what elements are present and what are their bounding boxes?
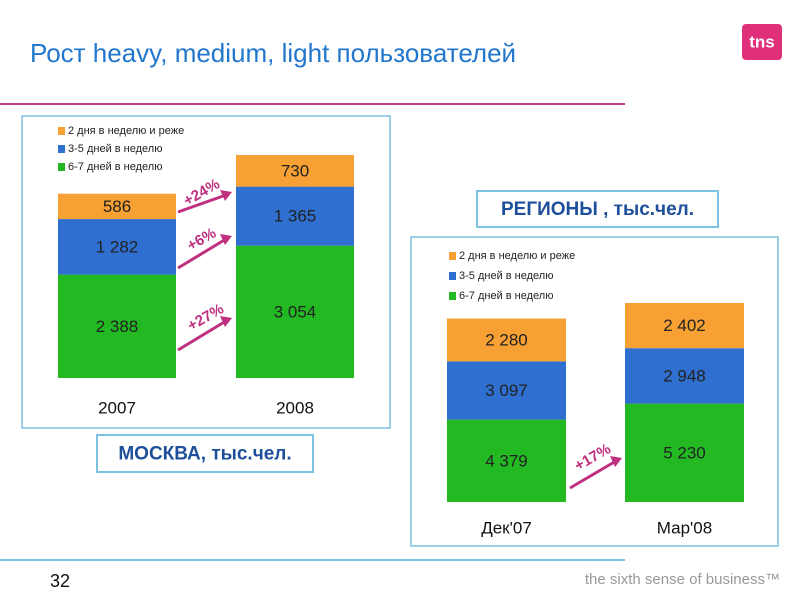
value-label: 5 230 [663, 443, 706, 462]
legend-label: 3-5 дней в неделю [68, 143, 162, 155]
value-label: 1 365 [274, 207, 317, 226]
subtitle-box [96, 434, 314, 473]
chart-subtitle: МОСКВА, тыс.чел. [118, 444, 291, 465]
bar-segment [58, 274, 176, 378]
legend-label: 3-5 дней в неделю [459, 270, 553, 282]
value-label: 4 379 [485, 451, 528, 470]
legend-swatch [58, 127, 65, 135]
value-label: 2 948 [663, 366, 706, 385]
growth-arrowhead [220, 316, 232, 327]
value-label: 2 402 [663, 316, 706, 335]
growth-arrow [177, 319, 227, 352]
page-number: 32 [50, 571, 70, 591]
bar-segment [236, 155, 354, 187]
value-label: 2 388 [96, 317, 139, 336]
legend-label: 2 дня в неделю и реже [459, 250, 575, 262]
bar-segment [447, 361, 566, 420]
chart-frame [410, 236, 779, 547]
legend-swatch [58, 145, 65, 153]
x-tick-label: Дек'07 [481, 518, 532, 537]
logo: tns [749, 32, 775, 51]
bar-segment [625, 303, 744, 349]
bar-segment [447, 318, 566, 362]
footer-text: the sixth sense of business™ [585, 571, 780, 588]
growth-arrowhead [610, 456, 622, 467]
logo-box [742, 24, 782, 60]
bar-segment [236, 186, 354, 246]
x-tick-label: Мар'08 [657, 518, 712, 537]
growth-arrow [177, 237, 227, 270]
legend-label: 6-7 дней в неделю [459, 290, 553, 302]
growth-arrow [177, 193, 227, 214]
bar-segment [58, 219, 176, 275]
legend-swatch [449, 252, 456, 260]
growth-arrowhead [220, 234, 232, 245]
value-label: 730 [281, 161, 309, 180]
legend-label: 2 дня в неделю и реже [68, 125, 184, 137]
legend-swatch [449, 272, 456, 280]
bar-segment [58, 193, 176, 220]
legend-swatch [449, 292, 456, 300]
growth-arrowhead [220, 190, 232, 201]
slide-title: Рост heavy, medium, light пользователей [30, 38, 516, 68]
growth-arrow [569, 459, 617, 490]
bar-segment [625, 348, 744, 404]
legend-label: 6-7 дней в неделю [68, 161, 162, 173]
value-label: 2 280 [485, 330, 528, 349]
chart-subtitle: РЕГИОНЫ , тыс.чел. [501, 199, 694, 220]
x-tick-label: 2008 [276, 398, 314, 417]
value-label: 3 054 [274, 302, 317, 321]
subtitle-box [476, 190, 719, 228]
bar-segment [236, 245, 354, 378]
legend-swatch [58, 163, 65, 171]
bar-segment [625, 403, 744, 502]
bar-segment [447, 419, 566, 502]
value-label: 3 097 [485, 381, 528, 400]
value-label: 1 282 [96, 237, 139, 256]
value-label: 586 [103, 197, 131, 216]
x-tick-label: 2007 [98, 398, 136, 417]
chart-frame [21, 115, 391, 429]
